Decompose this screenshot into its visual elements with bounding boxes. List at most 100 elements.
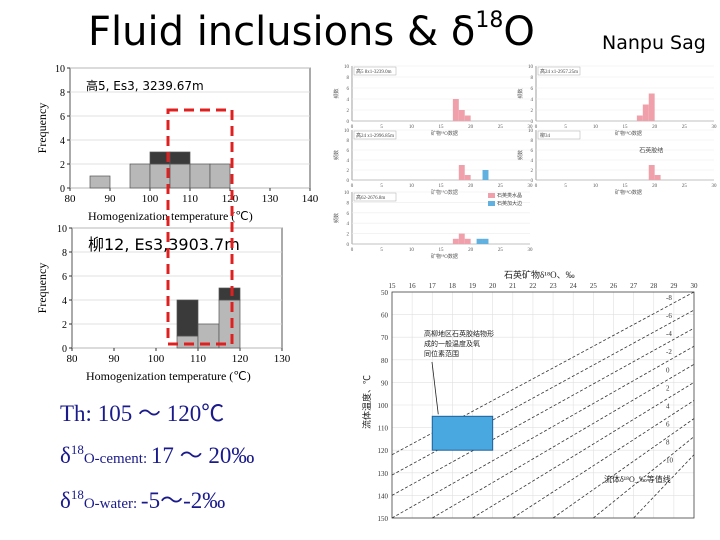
x-tick-label: 20 (468, 248, 474, 253)
x-tick-label: 20 (468, 184, 474, 189)
bar (464, 238, 471, 244)
x-tick-label: 10 (409, 184, 415, 189)
isoline (432, 363, 695, 519)
y-tick-label: 6 (531, 149, 534, 154)
y-tick-label: 8 (347, 139, 350, 144)
x-tick-label: 25 (590, 282, 598, 290)
x-tick-label: 24 (570, 282, 578, 290)
y-tick-label: 8 (531, 76, 534, 81)
bar (458, 110, 465, 121)
annotation: 高柳地区石英胶结物形成的一般温度及氧同位素范围 (424, 329, 494, 358)
bar-light (218, 299, 241, 349)
x-tick-label: 29 (670, 282, 678, 290)
chart-title: 石英矿物δ¹⁸O、‰ (504, 269, 575, 280)
bar (636, 115, 643, 121)
x-tick-label: 120 (222, 193, 239, 205)
highlight-box (431, 415, 494, 451)
x-tick-label: 100 (148, 353, 165, 365)
x-tick-label: 30 (528, 184, 534, 189)
bar-light (89, 175, 111, 189)
x-tick-label: 21 (509, 282, 517, 290)
y-tick-label: 90 (381, 379, 389, 387)
bar-dark (169, 151, 191, 165)
y-tick-label: 130 (378, 470, 389, 478)
summary-th: Th: 105 ～ 120℃ (60, 401, 225, 426)
isoline (472, 382, 695, 519)
x-tick-label: 30 (528, 125, 534, 130)
title-box (353, 192, 397, 202)
x-axis-label: 矿物¹⁸O数据 (615, 189, 642, 196)
x-tick-label: 22 (529, 282, 537, 290)
y-tick-label: 150 (378, 515, 389, 523)
x-tick-label: 5 (380, 248, 383, 253)
y-tick-label: 4 (62, 296, 67, 307)
chart-title: 高24 x1-2996.85m (356, 132, 394, 139)
histogram-1: 0 2 4 6 8 10 80 90 100 110 120 130 柳12, Es3,3903.7m H… (35, 224, 291, 383)
series-label: 流体δ¹⁸O_‰等值线 (604, 474, 671, 484)
y-tick-label: 140 (378, 492, 389, 500)
bar (648, 165, 655, 180)
y-axis-label: 频数 (333, 213, 340, 223)
y-tick-label: 0 (60, 184, 65, 195)
title-box (353, 66, 397, 76)
legend-label: 石英加大边 (497, 200, 522, 207)
x-tick-label: 28 (650, 282, 658, 290)
y-tick-label: 8 (347, 201, 350, 206)
x-tick-label: 15 (439, 248, 445, 253)
bar (458, 165, 465, 180)
y-tick-label: 0 (347, 179, 350, 184)
y-tick-label: 8 (531, 139, 534, 144)
isoline-label: 4 (666, 402, 670, 410)
chart-title: 高24 x1-2957.25m (540, 68, 578, 75)
y-tick-label: 80 (381, 357, 389, 365)
x-tick-label: 90 (109, 353, 121, 365)
x-tick-label: 5 (564, 184, 567, 189)
y-tick-label: 10 (57, 224, 67, 235)
y-tick-label: 10 (528, 129, 534, 134)
x-tick-label: 18 (449, 282, 457, 290)
bar (464, 115, 471, 121)
y-tick-label: 4 (347, 222, 350, 227)
x-axis-label: 矿物¹⁸O数据 (615, 130, 642, 137)
bar (654, 175, 661, 180)
isoline (552, 418, 695, 519)
chart-title: 高5, Es3, 3239.67m (86, 78, 204, 93)
isoline (391, 327, 695, 496)
title-box (353, 130, 397, 140)
plot-frame (391, 291, 695, 519)
x-tick-label: 17 (429, 282, 437, 290)
x-tick-label: 26 (610, 282, 618, 290)
bar-light (209, 163, 231, 189)
y-tick-label: 10 (344, 129, 350, 134)
y-tick-label: 2 (62, 320, 67, 331)
chart-title: 高5 8x1-3239.0m (356, 68, 392, 75)
bar-dark (176, 299, 199, 337)
x-tick-label: 80 (67, 353, 79, 365)
isoline-label: 2 (666, 384, 670, 392)
page-title: Fluid inclusions & δ18O (88, 8, 535, 55)
x-tick-label: 23 (550, 282, 558, 290)
isoline (512, 400, 695, 519)
chart-title: 高62-2676.8m (356, 194, 385, 201)
x-tick-label: 15 (623, 184, 629, 189)
x-tick-label: 30 (712, 125, 718, 130)
x-tick-label: 10 (409, 248, 415, 253)
region-label: Nanpu Sag (602, 32, 706, 54)
y-axis-label: Frequency (35, 103, 49, 154)
y-tick-label: 4 (60, 136, 65, 147)
x-tick-label: 16 (409, 282, 417, 290)
x-tick-label: 140 (302, 193, 319, 205)
chart-title: 柳12, Es3,3903.7m (88, 235, 240, 254)
bar (452, 99, 459, 121)
x-tick-label: 15 (623, 125, 629, 130)
x-tick-label: 10 (593, 125, 599, 130)
x-tick-label: 90 (105, 193, 117, 205)
y-tick-label: 10 (55, 64, 65, 75)
y-tick-label: 8 (62, 248, 67, 259)
x-tick-label: 20 (652, 125, 658, 130)
x-tick-label: 130 (274, 353, 291, 365)
x-tick-label: 20 (652, 184, 658, 189)
